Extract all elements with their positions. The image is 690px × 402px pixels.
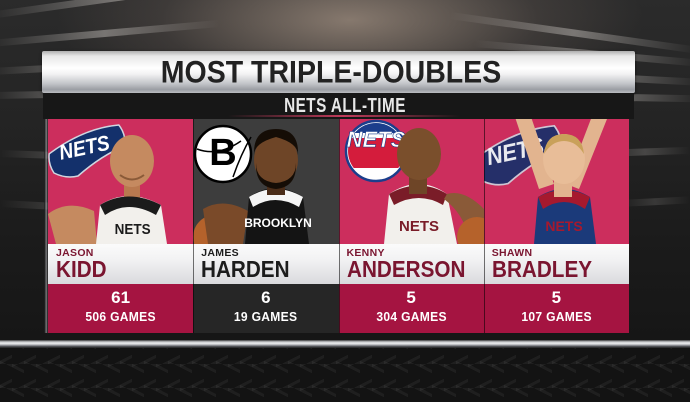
svg-text:NETS: NETS [57, 132, 112, 165]
svg-text:NETS: NETS [398, 218, 438, 235]
svg-text:BROOKLYN: BROOKLYN [244, 216, 312, 230]
svg-text:NETS: NETS [346, 127, 405, 152]
svg-text:NETS: NETS [115, 221, 151, 238]
svg-text:B: B [210, 132, 237, 174]
svg-text:NETS: NETS [545, 218, 582, 234]
